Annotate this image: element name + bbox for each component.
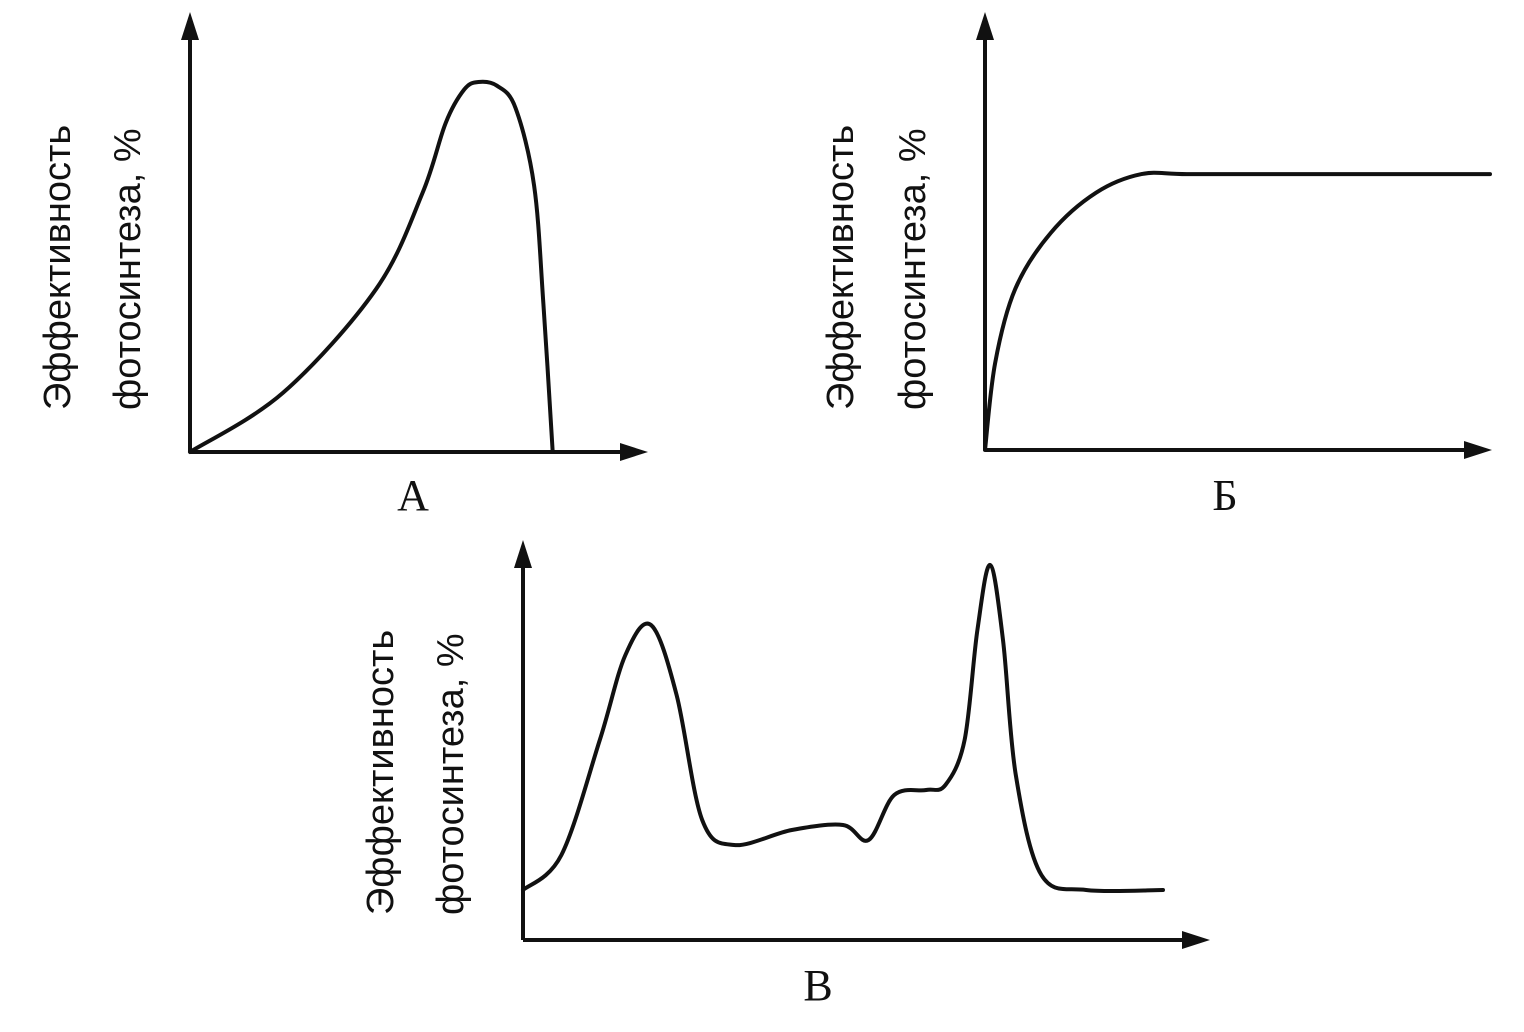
x-axis-arrow-icon	[1464, 441, 1492, 459]
y-axis-arrow-icon	[976, 12, 994, 40]
series-line	[983, 170, 1492, 452]
series-line	[188, 79, 555, 454]
chart-panel-b: Эффективность фотосинтеза, % Б	[820, 12, 1492, 520]
y-axis-label-line1: Эффективность	[820, 125, 862, 410]
y-axis-label-line1: Эффективность	[360, 630, 402, 915]
y-axis-label-line2: фотосинтеза, %	[892, 128, 934, 410]
panel-label: В	[803, 961, 832, 1010]
y-axis-label-line2: фотосинтеза, %	[107, 128, 149, 410]
chart-panel-a: Эффективность фотосинтеза, % А	[37, 12, 648, 520]
series-line	[521, 562, 1165, 894]
x-axis-arrow-icon	[620, 443, 648, 461]
panel-label: А	[397, 471, 429, 520]
y-axis-label-line1: Эффективность	[37, 125, 79, 410]
y-axis-label-line2: фотосинтеза, %	[430, 633, 472, 915]
y-axis-arrow-icon	[514, 540, 532, 568]
panel-label: Б	[1212, 471, 1237, 520]
y-axis-arrow-icon	[181, 12, 199, 40]
chart-panel-v: Эффективность фотосинтеза, % В	[360, 540, 1210, 1010]
x-axis-arrow-icon	[1182, 931, 1210, 949]
